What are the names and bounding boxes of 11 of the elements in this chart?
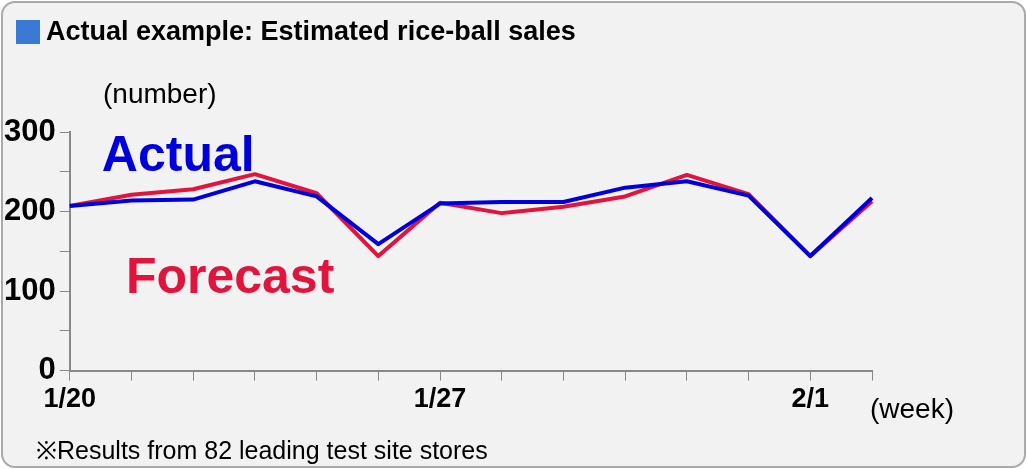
series-label: Forecast: [125, 247, 335, 304]
y-tick-label: 100: [3, 271, 56, 307]
x-tick-label: 2/1: [791, 383, 830, 414]
chart-title: Actual example: Estimated rice-ball sales: [46, 16, 576, 47]
text: ※Results from 82 leading test site stores: [36, 435, 488, 466]
x-tick-label: 1/27: [413, 383, 467, 414]
series-label: Actual: [101, 126, 255, 183]
x-axis-title: (week): [870, 392, 955, 424]
y-tick-label: 200: [3, 192, 56, 228]
y-axis-title: (number): [103, 77, 217, 109]
y-tick-label: 300: [3, 112, 56, 148]
